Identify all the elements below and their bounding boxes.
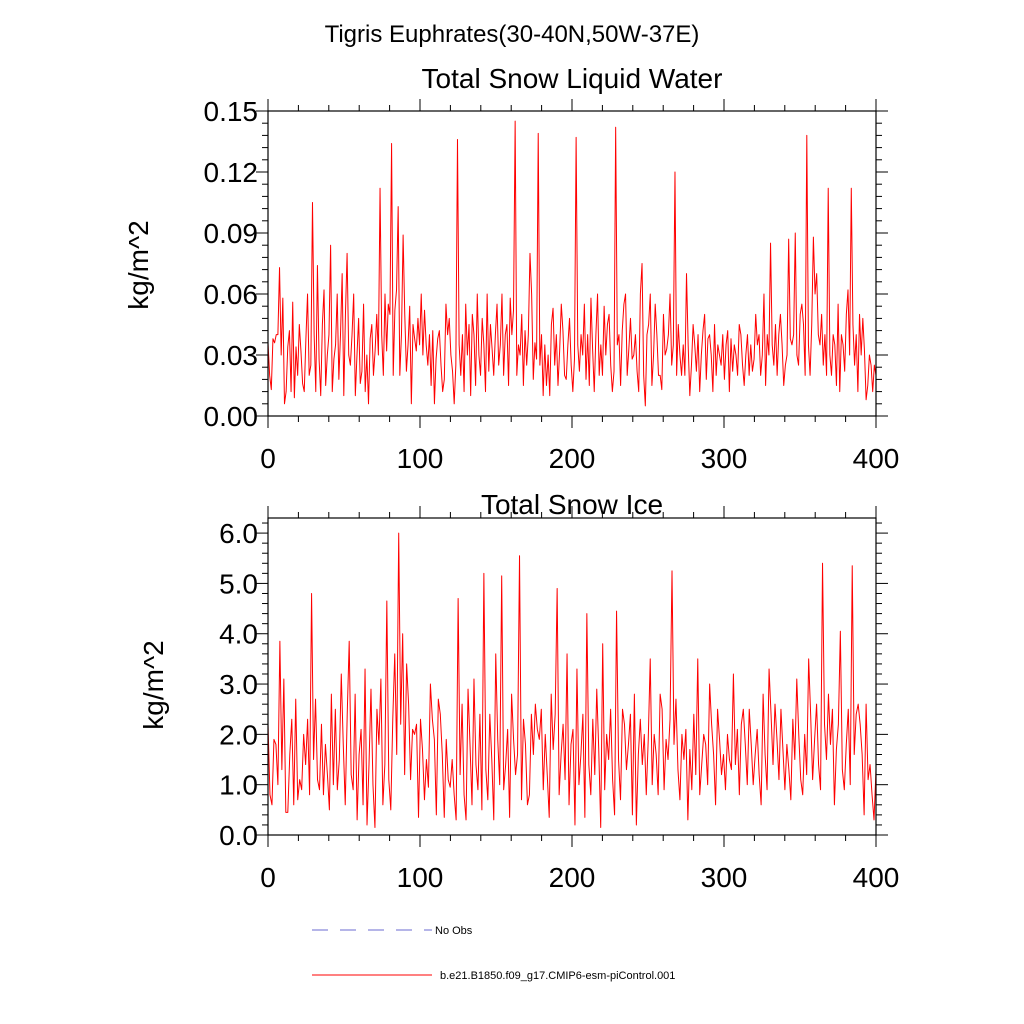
liquid-water-xtick-label: 400 bbox=[853, 443, 900, 474]
liquid-water-xtick-label: 300 bbox=[701, 443, 748, 474]
snow-ice-ytick-label: 1.0 bbox=[219, 770, 258, 801]
snow-ice-ticks: 0 100 200 300 400 0.0 1.0 2.0 3.0 4.0 5.0 6.0 bbox=[219, 506, 899, 893]
snow-ice-panel: Total Snow Ice kg/m^2 0 100 200 300 4000.01.… bbox=[138, 489, 899, 893]
snow-ice-xtick-label: 0 bbox=[260, 862, 276, 893]
liquid-water-ytick-label: 0.03 bbox=[204, 340, 259, 371]
snow-ice-ytick-label: 5.0 bbox=[219, 568, 258, 599]
liquid-water-series-group bbox=[267, 120, 877, 407]
figure-title: Tigris Euphrates(30-40N,50W-37E) bbox=[325, 21, 700, 48]
liquid-water-panel: Total Snow Liquid Water kg/m^2 0 100 200 30… bbox=[123, 63, 899, 474]
snow-ice-ytick-label: 6.0 bbox=[219, 518, 258, 549]
legend: No Obs b.e21.B1850.f09_g17.CMIP6-esm-piC… bbox=[312, 925, 675, 982]
legend-model-label: b.e21.B1850.f09_g17.CMIP6-esm-piControl.… bbox=[440, 970, 675, 982]
liquid-water-xtick-label: 0 bbox=[260, 443, 276, 474]
liquid-water-xtick-label: 100 bbox=[397, 443, 444, 474]
liquid-water-ticks: 0 100 200 300 400 0.00 0.03 0.06 0.09 0.12 0.15 bbox=[204, 96, 900, 474]
liquid-water-xtick-label: 200 bbox=[549, 443, 596, 474]
snow-ice-ytick-label: 4.0 bbox=[219, 619, 258, 650]
snow-ice-xtick-label: 100 bbox=[397, 862, 444, 893]
snow-ice-series-line bbox=[267, 532, 877, 828]
liquid-water-series-line bbox=[267, 120, 877, 407]
snow-ice-xtick-label: 400 bbox=[853, 862, 900, 893]
snow-ice-ytick-label: 0.0 bbox=[219, 820, 258, 851]
snow-ice-ylabel: kg/m^2 bbox=[138, 640, 169, 729]
liquid-water-plot-frame bbox=[267, 110, 877, 417]
legend-no-obs-label: No Obs bbox=[435, 925, 473, 937]
liquid-water-ylabel: kg/m^2 bbox=[123, 220, 154, 309]
snow-ice-series-group bbox=[267, 532, 877, 828]
liquid-water-ytick-label: 0.09 bbox=[204, 218, 259, 249]
snow-ice-xtick-label: 200 bbox=[549, 862, 596, 893]
liquid-water-ytick-label: 0.06 bbox=[204, 279, 259, 310]
liquid-water-ytick-label: 0.15 bbox=[204, 96, 259, 127]
snow-ice-ytick-label: 2.0 bbox=[219, 719, 258, 750]
liquid-water-ytick-label: 0.12 bbox=[204, 157, 259, 188]
liquid-water-ytick-label: 0.00 bbox=[204, 401, 259, 432]
liquid-water-title: Total Snow Liquid Water bbox=[422, 63, 723, 94]
snow-ice-plot-frame bbox=[267, 517, 877, 836]
snow-ice-xtick-label: 300 bbox=[701, 862, 748, 893]
snow-ice-ytick-label: 3.0 bbox=[219, 669, 258, 700]
